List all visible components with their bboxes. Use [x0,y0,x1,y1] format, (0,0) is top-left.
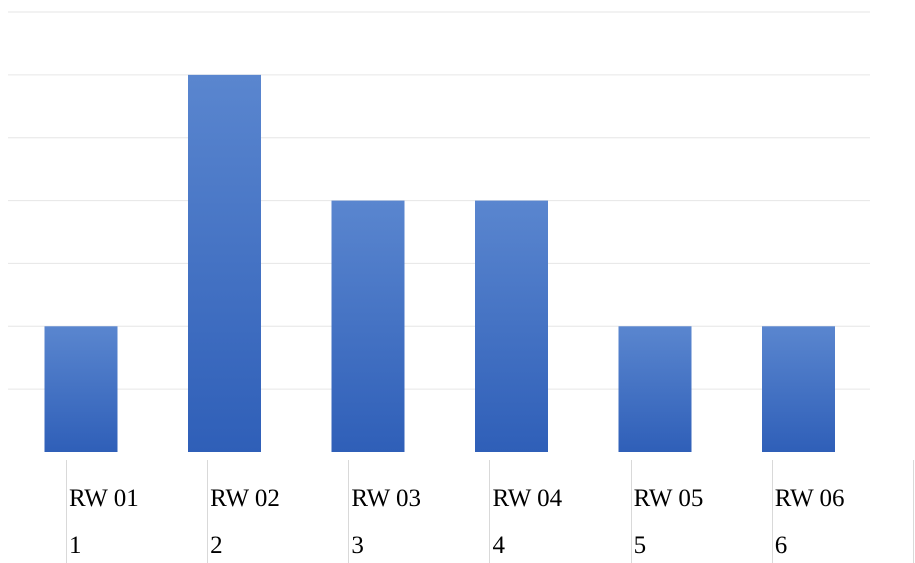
category-code-row: 1 2 3 4 5 6 [65,511,915,563]
chart-plot-area [8,11,870,452]
category-label-rw06: RW 06 [771,460,915,511]
category-axis-table: RW 01 RW 02 RW 03 RW 04 RW 05 RW 06 1 2 … [65,460,915,563]
category-label-rw03: RW 03 [348,460,490,511]
category-code-4: 4 [489,511,632,563]
category-code-1: 1 [65,511,208,563]
bars [44,74,835,452]
category-label-rw01: RW 01 [65,460,208,511]
category-label-rw05: RW 05 [630,460,773,511]
bar-rw05 [618,326,692,452]
bar-rw04 [475,200,548,452]
category-label-rw02: RW 02 [207,460,349,511]
category-code-3: 3 [348,511,490,563]
bar-rw03 [331,200,405,452]
category-code-2: 2 [207,511,349,563]
bar-rw01 [44,326,118,452]
gridlines [8,11,870,390]
category-name-row: RW 01 RW 02 RW 03 RW 04 RW 05 RW 06 [65,460,915,511]
category-code-6: 6 [771,511,915,563]
category-code-5: 5 [630,511,773,563]
bar-rw06 [762,326,835,452]
category-label-rw04: RW 04 [489,460,632,511]
bar-rw02 [188,74,261,452]
